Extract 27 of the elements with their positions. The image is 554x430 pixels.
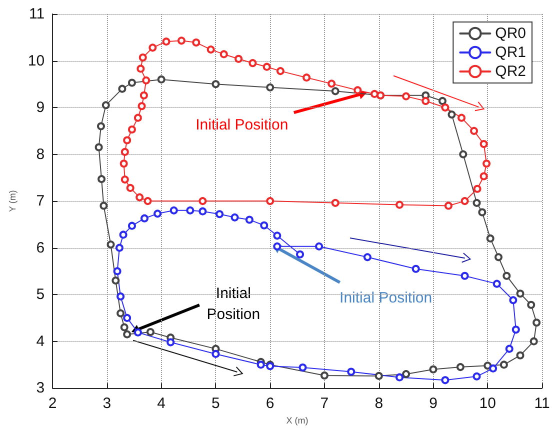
y-tick-label: 6: [36, 239, 45, 256]
legend-label: QR0: [495, 25, 526, 42]
annotation: Initial Position: [340, 289, 432, 306]
y-tick-label: 7: [36, 192, 45, 210]
x-tick-label: 4: [157, 395, 166, 412]
x-tick-label: 9: [429, 395, 438, 412]
x-tick-label: 3: [102, 395, 112, 412]
y-tick-label: 10: [28, 52, 45, 70]
x-tick-label: 6: [266, 395, 274, 412]
y-tick-label: 5: [36, 286, 45, 304]
y-tick-label: 4: [36, 332, 45, 350]
x-axis-title: X (m): [286, 416, 308, 426]
y-axis-title: Y (m): [8, 190, 18, 212]
y-tick-label: 11: [29, 6, 45, 22]
annotation: Initial Position: [206, 284, 260, 323]
y-tick-label: 8: [36, 146, 45, 163]
legend-label: QR2: [495, 63, 526, 80]
annotation: Initial Position: [196, 116, 288, 134]
x-tick-label: 2: [48, 395, 57, 412]
x-tick-label: 11: [534, 395, 550, 412]
x-tick-label: 10: [479, 395, 496, 412]
x-tick-label: 8: [374, 395, 384, 412]
x-tick-label: 5: [212, 395, 220, 412]
y-tick-label: 9: [36, 99, 45, 116]
x-tick-label: 7: [320, 395, 329, 412]
legend-label: QR1: [495, 44, 526, 61]
y-tick-label: 3: [36, 380, 45, 397]
